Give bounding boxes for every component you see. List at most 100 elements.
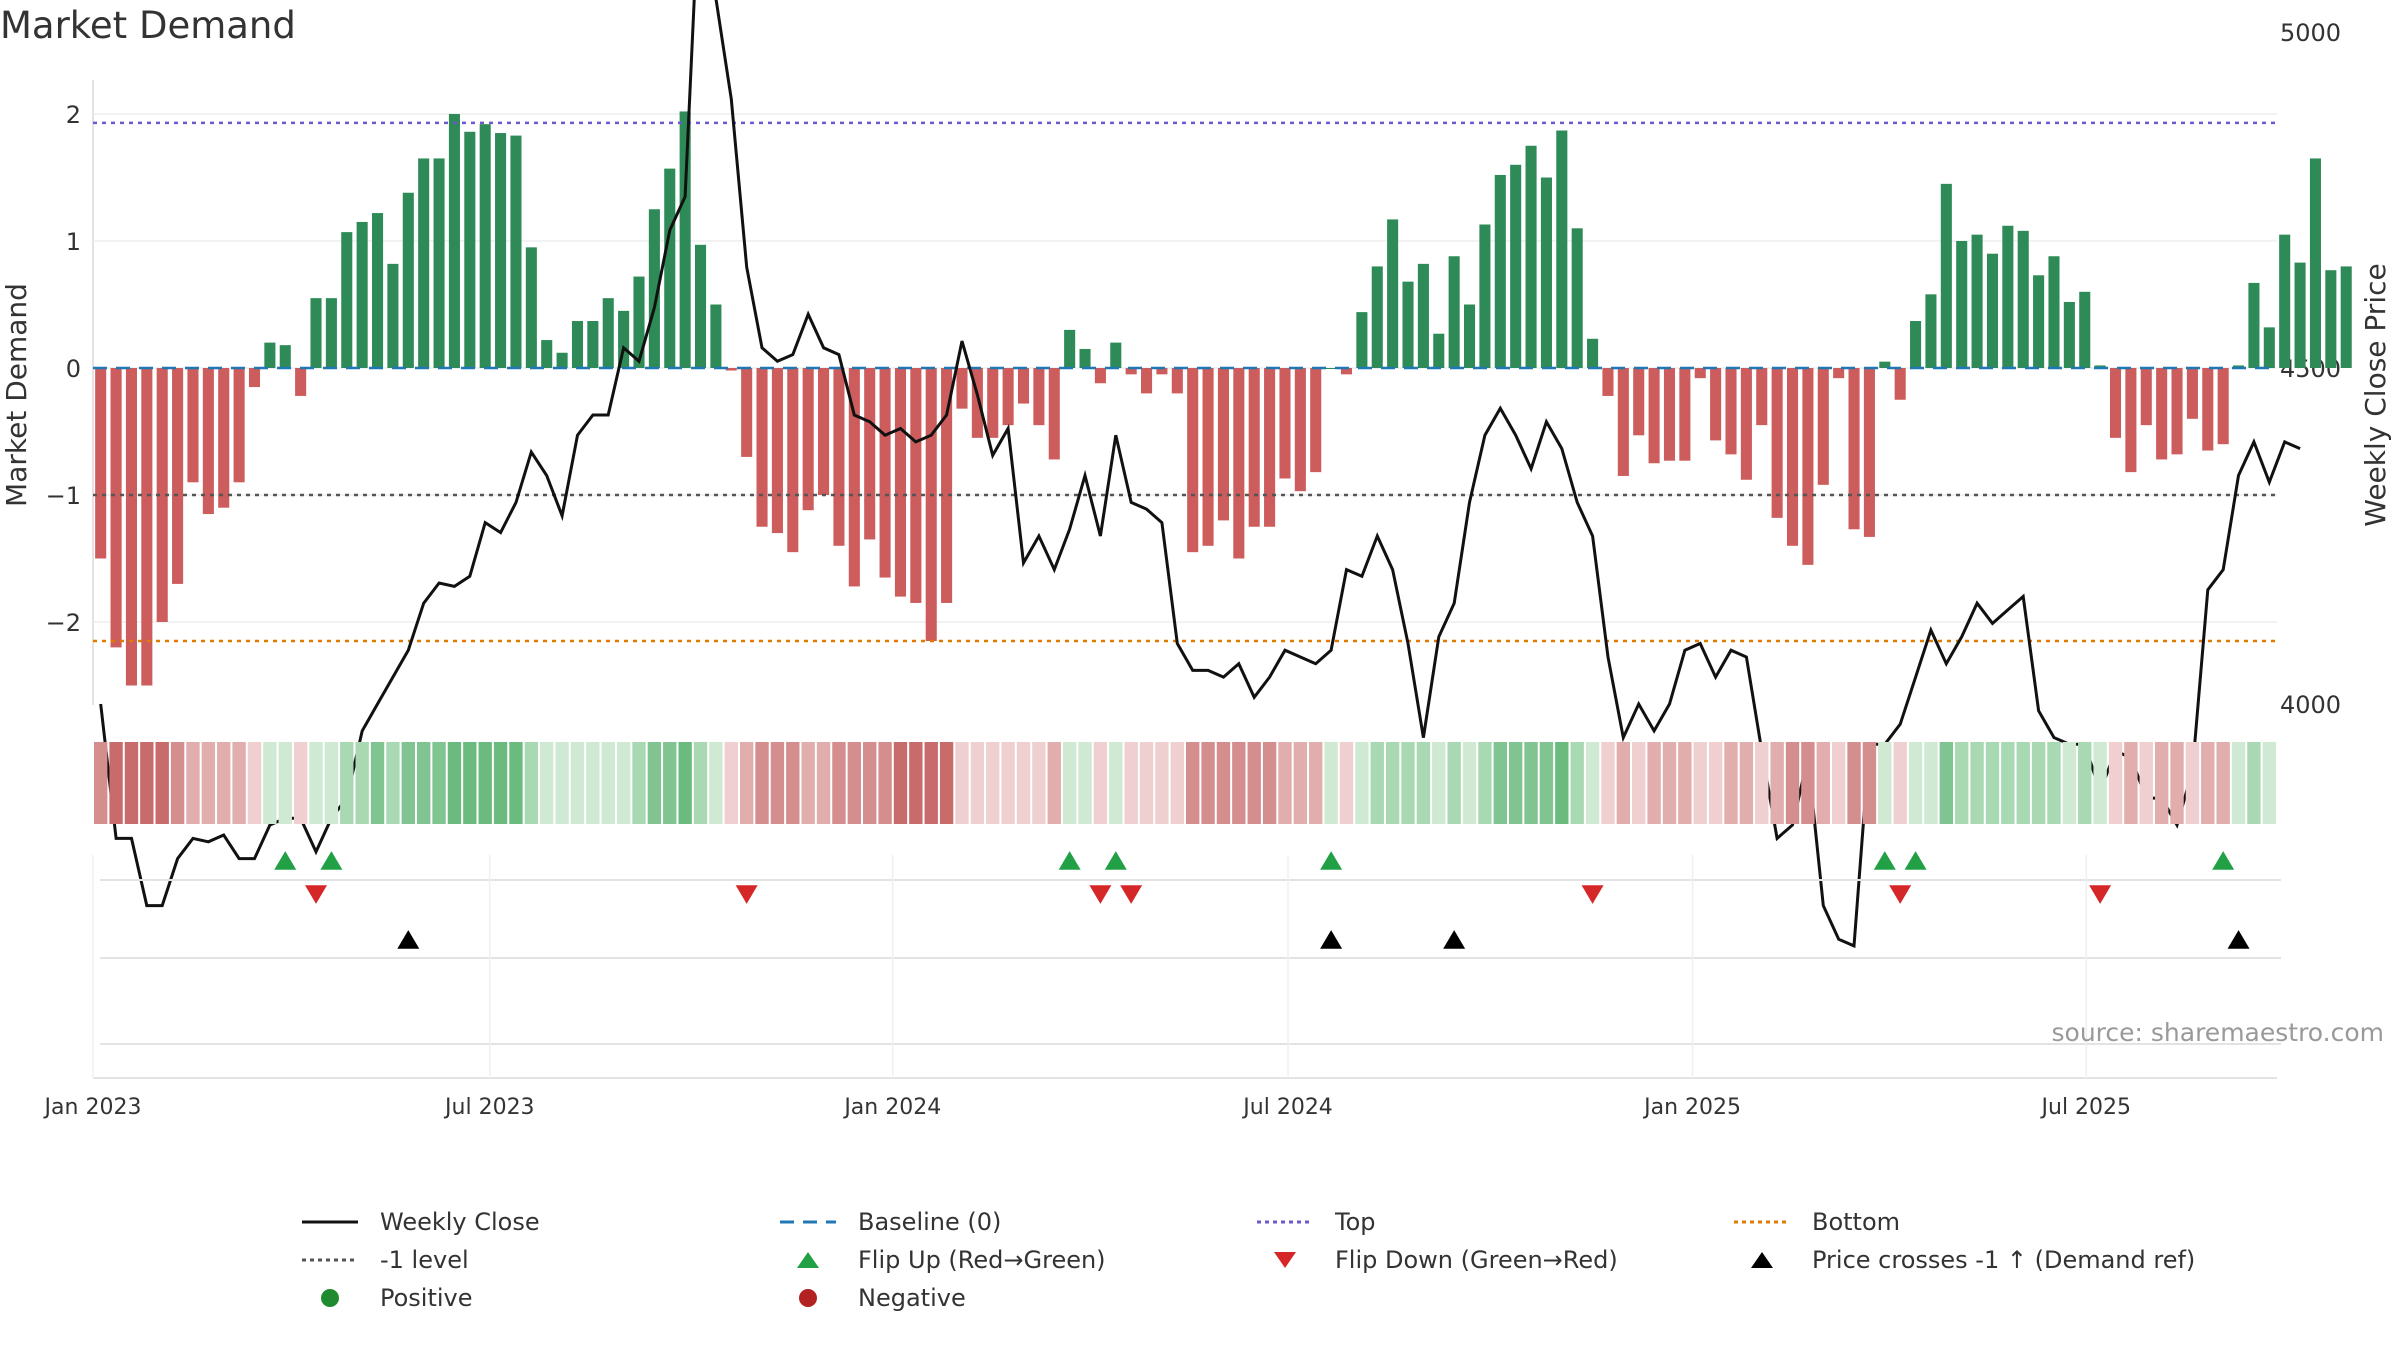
heat-cell xyxy=(1662,742,1677,824)
demand-bar xyxy=(2202,368,2214,451)
heat-cell xyxy=(2154,742,2169,824)
heat-cell xyxy=(401,742,415,824)
demand-bar xyxy=(1633,368,1645,436)
y-tick-label: −1 xyxy=(46,482,81,510)
demand-bar xyxy=(1248,368,1260,527)
heat-cell xyxy=(2185,742,2200,824)
demand-bar xyxy=(279,345,291,368)
legend-label: -1 level xyxy=(380,1246,469,1274)
heat-cell xyxy=(2139,742,2153,824)
heat-cell xyxy=(1924,742,1938,824)
demand-bar xyxy=(187,368,199,483)
flip-down-marker xyxy=(1089,885,1112,904)
demand-bar xyxy=(2294,262,2306,368)
demand-bar xyxy=(1479,224,1491,368)
demand-bar xyxy=(1202,368,1214,546)
heat-cell xyxy=(1309,742,1323,824)
demand-bar xyxy=(233,368,245,483)
demand-bar xyxy=(1648,368,1660,464)
heat-cell xyxy=(293,742,308,824)
demand-bar xyxy=(1986,253,1999,368)
heat-cell xyxy=(1047,742,1061,824)
heat-cell xyxy=(2001,742,2015,824)
legend-item: Flip Up (Red→Green) xyxy=(778,1246,1106,1274)
legend-label: Price crosses -1 ↑ (Demand ref) xyxy=(1812,1246,2196,1274)
demand-bar xyxy=(1817,368,1829,485)
x-tick-label: Jan 2023 xyxy=(43,1095,142,1120)
heat-cell xyxy=(1216,742,1231,824)
flip-down-marker xyxy=(1889,885,1912,904)
x-tick-label: Jul 2024 xyxy=(1241,1095,1333,1120)
demand-bar xyxy=(387,263,399,368)
heat-cell xyxy=(1432,742,1446,824)
heat-cell xyxy=(340,742,354,824)
demand-bar xyxy=(1710,368,1722,441)
heat-cell xyxy=(1770,742,1784,824)
legend-glyph xyxy=(1751,1252,1773,1268)
source-label: source: sharemaestro.com xyxy=(2052,1018,2385,1047)
heat-cell xyxy=(124,742,139,824)
heat-cell xyxy=(524,742,539,824)
heat-cell xyxy=(924,742,938,824)
y-tick-label: 2 xyxy=(66,101,81,129)
demand-bar xyxy=(1094,368,1106,384)
demand-bar xyxy=(879,368,891,578)
demand-bar xyxy=(1494,174,1506,368)
legend-label: Flip Up (Red→Green) xyxy=(858,1246,1106,1274)
demand-bar xyxy=(1540,177,1552,368)
demand-bar xyxy=(971,368,983,438)
demand-bar xyxy=(418,158,430,368)
heat-cell xyxy=(1785,742,1800,824)
heat-cell xyxy=(416,742,431,824)
heat-cell xyxy=(1585,742,1600,824)
heat-cell xyxy=(570,742,585,824)
heat-cell xyxy=(1524,742,1538,824)
heat-cell xyxy=(632,742,646,824)
legend-item: Price crosses -1 ↑ (Demand ref) xyxy=(1732,1246,2195,1274)
demand-bar xyxy=(2340,266,2352,368)
demand-bar xyxy=(1771,368,1783,518)
demand-bar xyxy=(1217,368,1229,521)
legend-swatch-wrap xyxy=(1732,1212,1792,1232)
heat-cell xyxy=(109,742,123,824)
flip-down-marker xyxy=(1120,885,1143,904)
demand-bar xyxy=(1110,342,1122,368)
demand-bar xyxy=(818,368,830,495)
demand-bar xyxy=(1294,368,1306,492)
heat-cell xyxy=(1878,742,1892,824)
heat-cell xyxy=(1955,742,1969,824)
heat-cell xyxy=(1478,742,1492,824)
demand-bar xyxy=(1433,333,1445,368)
x-tick-label: Jan 2024 xyxy=(842,1095,941,1120)
demand-bar xyxy=(1848,368,1860,530)
heat-cell xyxy=(170,742,185,824)
demand-bar xyxy=(110,368,122,648)
demand-bar xyxy=(1663,368,1676,461)
legend-swatch-wrap xyxy=(1732,1250,1792,1270)
legend-swatch xyxy=(302,1220,358,1224)
cross-marker xyxy=(397,930,420,949)
heat-cell xyxy=(1508,742,1523,824)
demand-bar xyxy=(1125,368,1137,375)
heat-cell xyxy=(324,742,339,824)
demand-bar xyxy=(1064,329,1076,368)
legend-swatch-wrap xyxy=(300,1212,360,1232)
demand-bar xyxy=(2079,291,2091,368)
demand-bar xyxy=(1863,368,1875,537)
legend-swatch xyxy=(780,1220,836,1224)
x-tick-label: Jan 2025 xyxy=(1642,1095,1741,1120)
heat-cell xyxy=(1739,742,1754,824)
demand-bar xyxy=(1587,338,1599,368)
heat-cell xyxy=(1601,742,1615,824)
demand-bar xyxy=(633,276,645,368)
demand-bar xyxy=(1617,368,1629,476)
heat-cell xyxy=(1201,742,1215,824)
heat-cell xyxy=(755,742,769,824)
demand-bar xyxy=(556,352,568,368)
demand-bar xyxy=(1325,368,1337,369)
legend-swatch xyxy=(302,1258,358,1262)
flip-up-marker xyxy=(1320,851,1343,870)
heat-cell xyxy=(770,742,785,824)
